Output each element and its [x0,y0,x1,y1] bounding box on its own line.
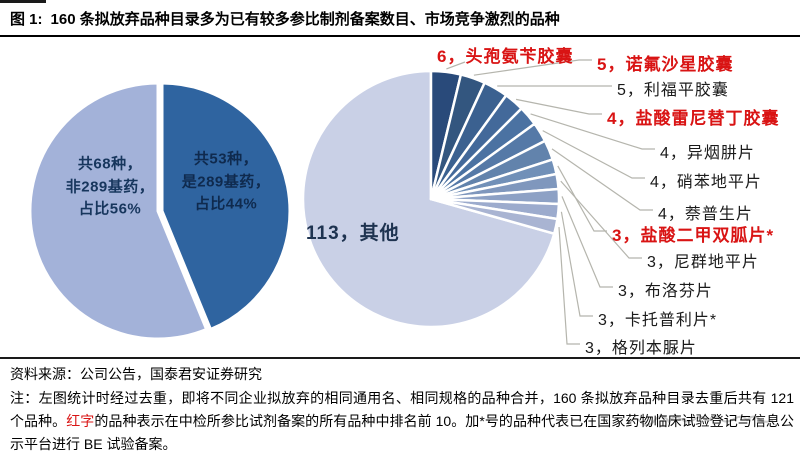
figure-label: 图 1: [10,11,43,28]
figure-title: 160 条拟放弃品种目录多为已有较多参比制剂备案数目、市场竞争激烈的品种 [50,11,560,28]
leader-line-3 [515,98,602,115]
pie1-slice-289 [160,81,292,331]
pie2-item-label-11: 3，格列本脲片 [585,340,697,357]
watermark [627,415,774,426]
pie2-item-label-0: 6，头孢氨苄胶囊 [437,47,574,66]
source-line: 资料来源：公司公告，国泰君安证券研究 [10,366,262,382]
pie2-item-label-7: 3，盐酸二甲双胍片* [612,226,775,245]
leader-line-6 [551,148,653,211]
figure-title-row: 图 1: 160 条拟放弃品种目录多为已有较多参比制剂备案数目、市场竞争激烈的品种 [0,4,800,37]
leader-line-8 [560,180,642,259]
pie2-item-label-5: 4，硝苯地平片 [650,174,762,191]
leader-line-11 [558,227,580,345]
leader-line-4 [530,113,655,150]
pie2-item-label-8: 3，尼群地平片 [647,254,759,271]
leader-line-7 [557,165,607,232]
pie2-item-label-4: 4，异烟肼片 [660,145,755,162]
pie2-item-label-1: 5，诺氟沙星胶囊 [597,55,734,74]
footnote-red-text: 红字 [66,413,95,429]
pie1-slice-label: 共53种， 是289基药， 占比44% [181,150,271,213]
pie1-slice-non289 [28,81,209,341]
pie1-slice-label: 共68种， 非289基药， 占比56% [65,155,155,218]
leader-line-10 [560,211,593,317]
leader-line-9 [561,196,613,288]
pie2-item-label-9: 3，布洛芬片 [618,283,713,300]
leader-line-1 [473,59,592,76]
pie2-item-label-3: 4，盐酸雷尼替丁胶囊 [607,109,780,128]
top-border-fragment [0,0,46,3]
divider-line [0,357,800,359]
pie2-item-label-10: 3，卡托普利片* [598,312,718,329]
leader-line-5 [542,130,645,179]
pie2-other-label: 113，其他 [306,223,400,244]
pie2-item-label-2: 5，利福平胶囊 [617,82,729,99]
pie2-item-label-6: 4，萘普生片 [658,206,753,223]
pie2-slice-11 [429,197,559,235]
footnote-text: 注：左图统计时经过去重，即将不同企业拟放弃的相同通用名、相同规格的品种合并，16… [10,390,794,429]
footnote-text: 的品种表示在中检所参比试剂备案的所有品种中排名前 10。加*号的品种代表已在国家… [10,413,795,452]
leader-line-0 [446,61,466,70]
footnote: 注：左图统计时经过去重，即将不同企业拟放弃的相同通用名、相同规格的品种合并，16… [10,387,794,456]
pie2-slice-other [301,69,556,329]
